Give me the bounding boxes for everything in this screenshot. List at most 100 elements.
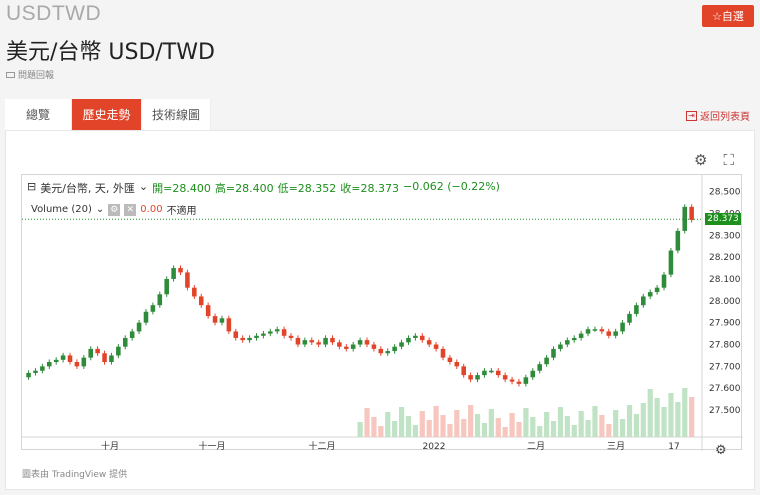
candle-body	[212, 316, 218, 323]
candle-body	[399, 342, 404, 347]
candle-body	[309, 340, 315, 343]
volume-bar	[447, 424, 453, 437]
candle-body	[254, 335, 259, 338]
back-to-list-link[interactable]: ⇥ 返回列表頁	[686, 108, 750, 123]
volume-bar	[433, 406, 439, 437]
candle-body	[495, 370, 501, 376]
candle-body	[482, 370, 487, 376]
chevron-down-icon[interactable]: ⌄	[138, 180, 149, 193]
candle-body	[523, 377, 529, 384]
candle-body	[654, 287, 660, 293]
volume-bar	[606, 424, 612, 437]
candle-body	[274, 329, 280, 332]
candle-body	[178, 268, 183, 273]
x-tick-label: 十二月	[308, 440, 335, 451]
tab-overview[interactable]: 總覽	[5, 99, 72, 130]
candle-body	[544, 357, 549, 365]
candle-body	[537, 364, 542, 371]
candle-body	[661, 274, 667, 288]
volume-bar	[668, 393, 674, 437]
candle-body	[516, 381, 522, 384]
volume-na: 不適用	[166, 206, 197, 217]
candle-body	[67, 355, 73, 362]
candle-body	[122, 337, 128, 347]
volume-bar	[461, 419, 467, 437]
candle-body	[378, 348, 384, 354]
collapse-icon[interactable]: ⊟	[27, 180, 37, 193]
candle-body	[357, 340, 363, 345]
candle-body	[74, 362, 80, 367]
candle-body	[551, 348, 556, 358]
candle-body	[682, 206, 688, 231]
x-tick-label: 十月	[101, 440, 119, 451]
report-link[interactable]: 問題回報	[6, 68, 54, 81]
legend-high: 高=28.400	[214, 182, 274, 195]
volume-bar	[509, 413, 515, 437]
candle-body	[585, 329, 591, 334]
candle-body	[426, 340, 432, 345]
chart-credit[interactable]: 圖表由 TradingView 提供	[22, 470, 128, 480]
volume-bar	[564, 416, 570, 437]
candle-body	[192, 287, 197, 297]
volume-bar	[592, 406, 598, 437]
report-label: 問題回報	[18, 71, 55, 81]
x-tick-label: 2022	[423, 442, 446, 451]
gear-icon[interactable]: ⚙	[715, 443, 727, 458]
tab-technical-chart[interactable]: 技術線圖	[142, 99, 212, 130]
candle-body	[634, 305, 639, 314]
legend-close: 收=28.373	[340, 182, 400, 195]
candle-body	[268, 331, 273, 334]
candle-body	[475, 375, 480, 380]
settings-icon[interactable]: ⚙	[108, 203, 121, 216]
volume-legend: Volume (20) ⌄ ⚙ ✕ 0.00 不適用	[31, 202, 197, 217]
candle-body	[46, 362, 52, 367]
fullscreen-icon[interactable]: ⛶	[723, 151, 734, 169]
candle-body	[323, 337, 328, 345]
volume-bar	[495, 418, 501, 437]
candle-body	[129, 331, 135, 338]
legend-pair[interactable]: 美元/台幣, 天, 外匯	[40, 182, 135, 195]
volume-bar	[426, 420, 432, 437]
candle-body	[205, 305, 211, 317]
candle-body	[53, 359, 59, 362]
candle-body	[509, 379, 515, 382]
candle-body	[337, 342, 342, 347]
y-tick-label: 27.700	[709, 362, 741, 372]
candle-body	[433, 344, 439, 349]
volume-bar	[599, 415, 605, 437]
candle-body	[288, 335, 294, 338]
candle-body	[247, 337, 252, 341]
candle-body	[233, 331, 239, 338]
candle-body	[171, 268, 176, 279]
page-title: 美元/台幣 USD/TWD	[6, 40, 215, 65]
volume-bar	[682, 388, 688, 437]
candle-body	[150, 305, 156, 312]
legend-open: 開=28.400	[152, 182, 211, 195]
candlestick-chart[interactable]: 28.50028.40028.30028.20028.10028.00027.9…	[22, 175, 743, 451]
volume-bar	[468, 405, 474, 437]
volume-bar	[633, 414, 640, 437]
volume-bar	[537, 426, 543, 437]
chart-area[interactable]: 28.50028.40028.30028.20028.10028.00027.9…	[21, 174, 743, 451]
close-icon[interactable]: ✕	[124, 203, 137, 216]
volume-bar	[364, 408, 370, 437]
candle-body	[240, 337, 245, 341]
candle-body	[592, 329, 598, 331]
candle-body	[116, 346, 121, 356]
candle-body	[385, 351, 391, 354]
candle-body	[40, 366, 45, 371]
candle-body	[198, 296, 204, 306]
volume-label[interactable]: Volume (20)	[31, 204, 92, 215]
candle-body	[599, 329, 605, 332]
volume-bar	[502, 427, 508, 437]
y-tick-label: 28.000	[709, 297, 741, 307]
add-favorite-button[interactable]: ☆自選	[702, 5, 754, 27]
y-tick-label: 28.200	[709, 253, 741, 263]
tab-history[interactable]: 歷史走勢	[72, 99, 142, 130]
current-price-tag: 28.373	[705, 213, 741, 225]
chevron-down-icon[interactable]: ⌄	[95, 204, 105, 215]
candle-body	[136, 322, 142, 332]
candle-body	[406, 337, 411, 343]
gear-icon[interactable]: ⚙	[694, 151, 708, 169]
volume-bar	[412, 425, 418, 437]
